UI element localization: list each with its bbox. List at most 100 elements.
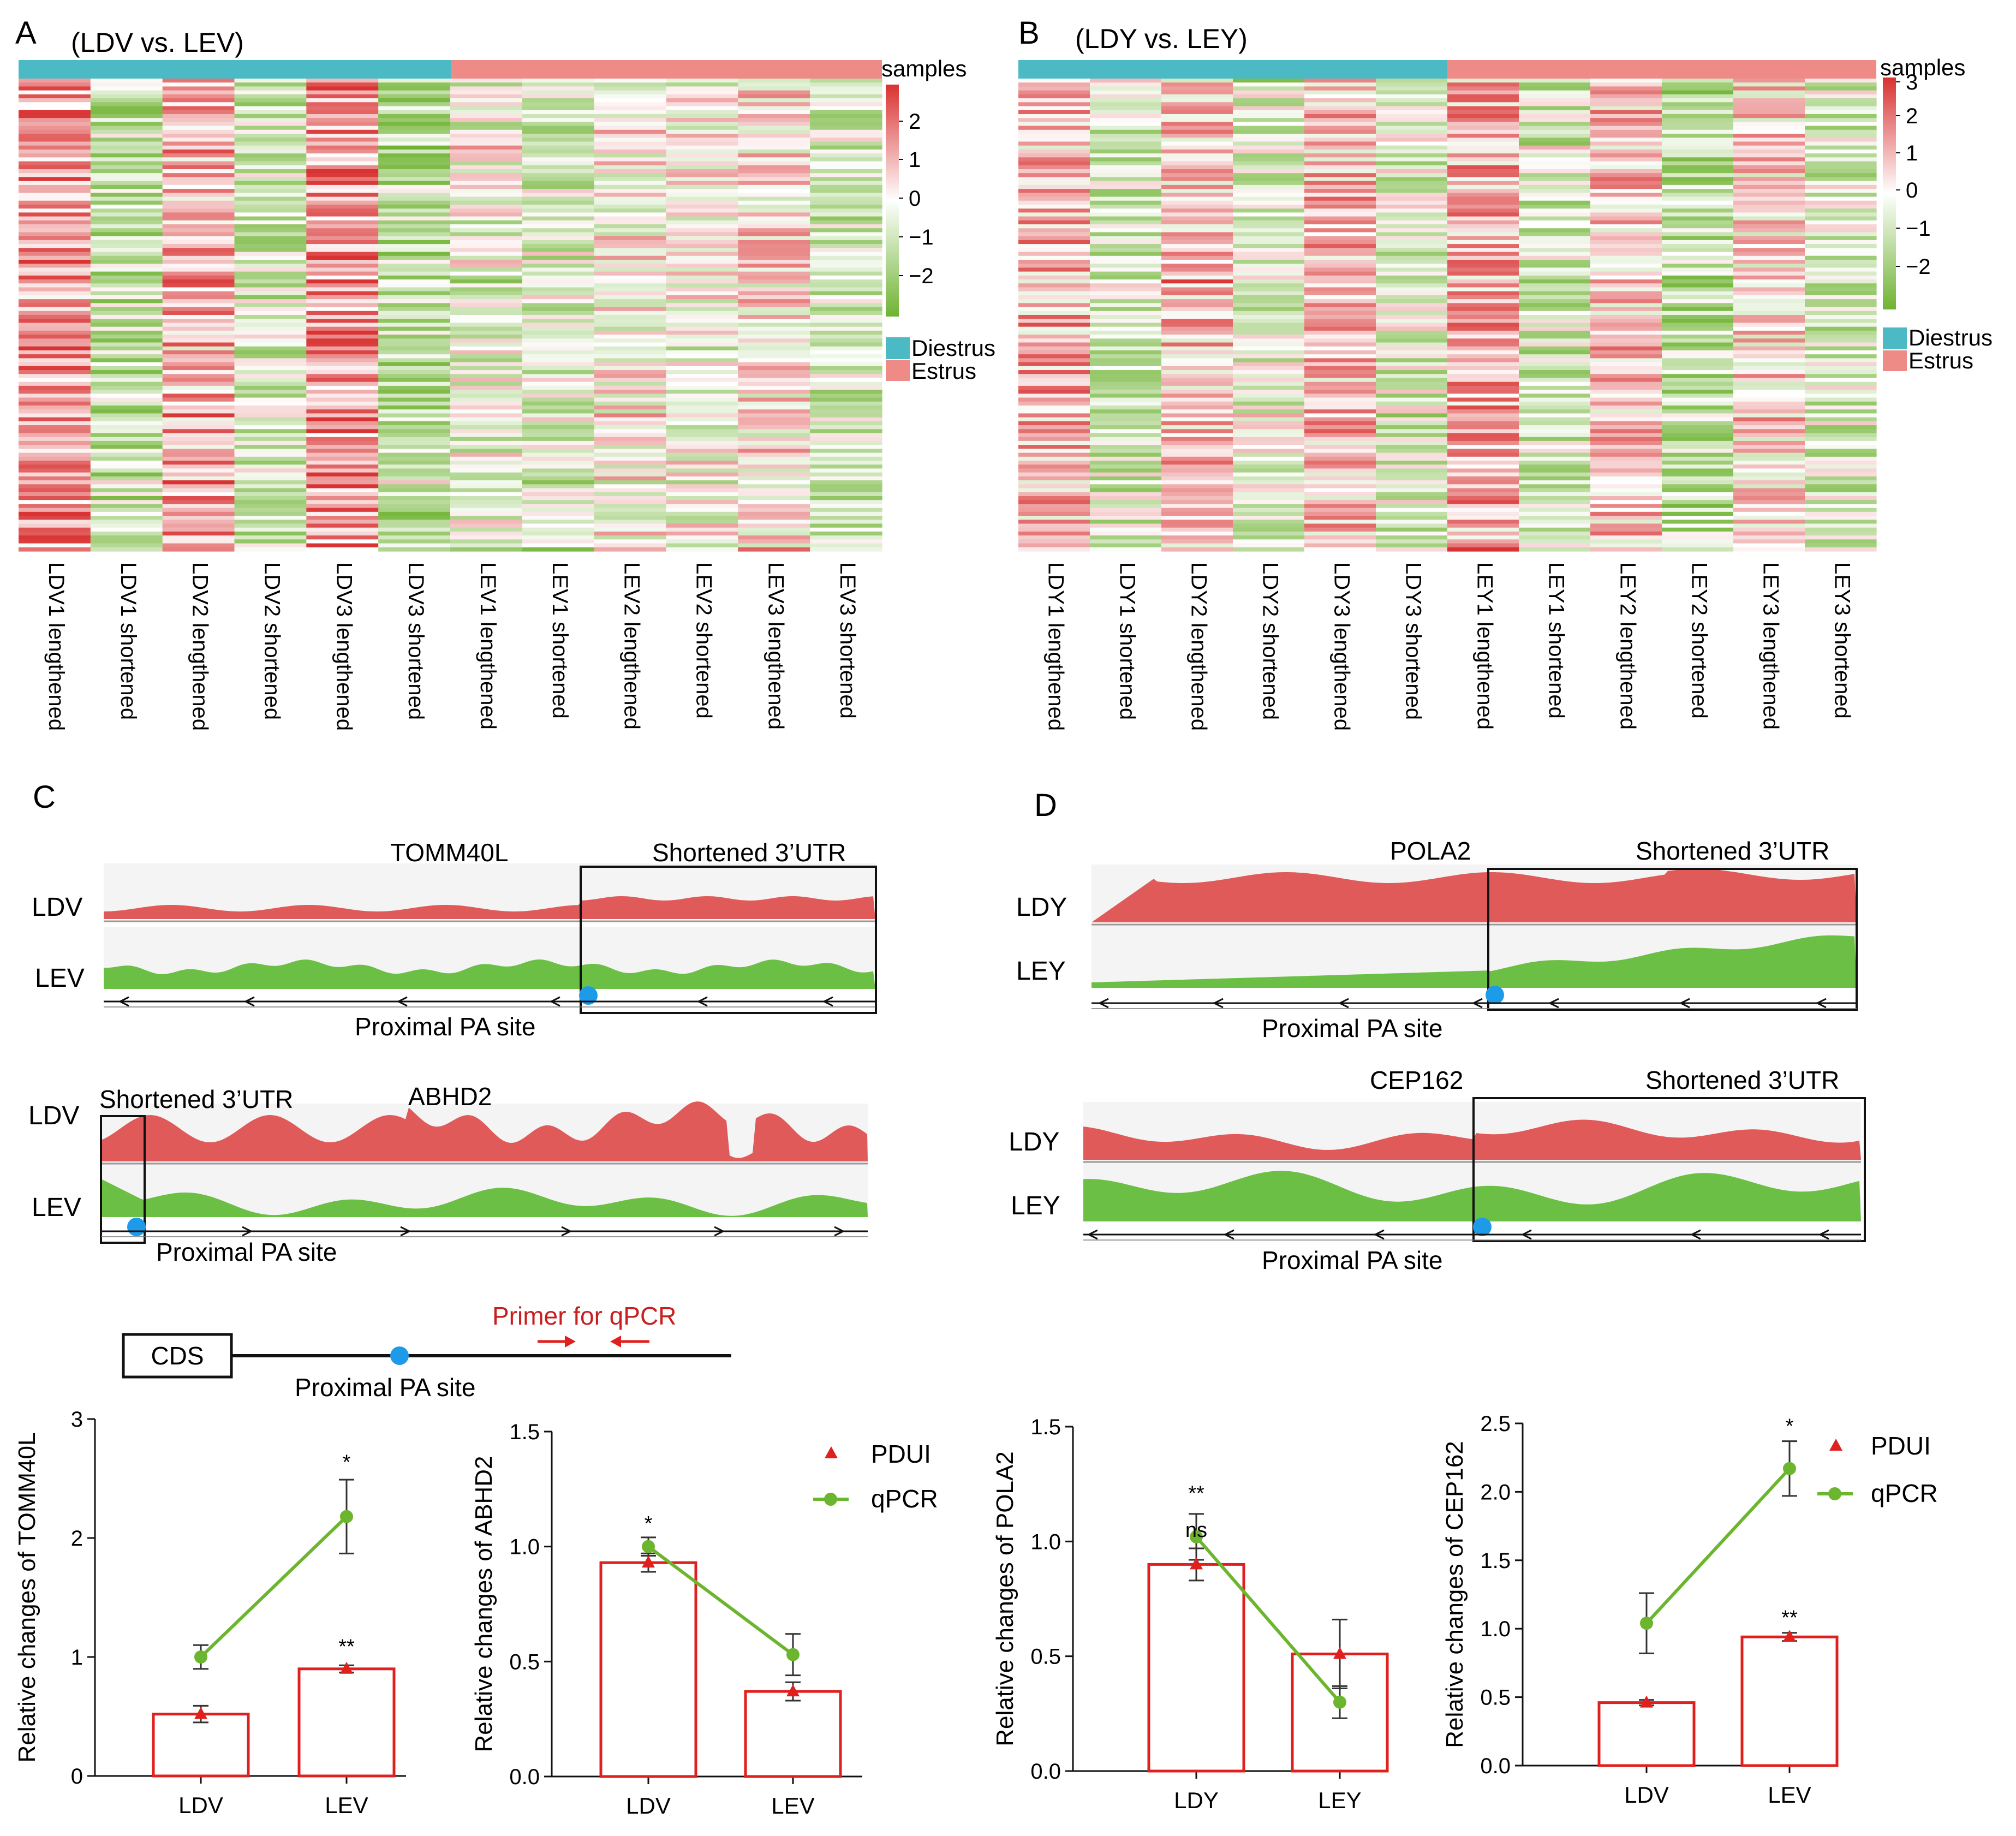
track-box-label-pola2: Shortened 3’UTR	[1636, 837, 1829, 865]
color-scale-bar-b	[1883, 78, 1896, 309]
scale-tick-label: −2	[909, 264, 934, 288]
track-label-ley: LEY	[1016, 957, 1066, 986]
pa-label-cep162: Proximal PA site	[1262, 1246, 1442, 1274]
legend-pdui-marker	[825, 1446, 838, 1458]
legend-qpcr-label-cep162: qPCR	[1871, 1479, 1938, 1507]
colLabelsB-6: LDY3 shortened	[1401, 562, 1425, 720]
qpcr-point-LEV	[340, 1510, 353, 1523]
heatmap-a	[19, 79, 882, 552]
legend-abhd2: PDUI qPCR	[813, 1440, 938, 1513]
heatA-col-9	[594, 79, 667, 552]
legend-swatch-diestrus	[886, 337, 910, 359]
y-axis-label: Relative changes of CEP162	[1441, 1441, 1468, 1748]
heatmap-b	[1018, 79, 1877, 552]
cds-box	[122, 1333, 233, 1379]
colLabelsA-2: LDV1 shortened	[116, 562, 140, 720]
heatB-col-6	[1376, 79, 1448, 552]
y-tick-label: 1.5	[1030, 1415, 1061, 1439]
colLabelsA-9: LEV2 lengthened	[620, 562, 644, 730]
utr-box-cep162	[1472, 1097, 1866, 1242]
y-axis-label: Relative changes of POLA2	[992, 1451, 1018, 1746]
track-box-label-cep162: Shortened 3’UTR	[1645, 1066, 1839, 1094]
track-box-label-tomm40l: Shortened 3’UTR	[652, 838, 846, 867]
scale-tick-label: −1	[1906, 217, 1931, 241]
scale-tick-label: −1	[909, 225, 934, 249]
forward-primer-arrow	[538, 1336, 576, 1348]
y-tick-label: 0.5	[509, 1650, 540, 1674]
y-tick-label: 1.5	[1480, 1549, 1511, 1573]
colLabelsB-11: LEY3 lengthened	[1759, 562, 1783, 730]
panel-letter-b: B	[1018, 15, 1040, 51]
pa-site-cep162	[1473, 1218, 1492, 1236]
track-label-ldy: LDY	[1016, 893, 1067, 922]
y-tick-label: 1.5	[509, 1420, 540, 1444]
x-tick-label: LDV	[178, 1792, 223, 1818]
panel-letter-a: A	[15, 15, 37, 51]
pdui-point-LEV	[786, 1684, 800, 1697]
colLabelsB-8: LEY1 shortened	[1544, 562, 1568, 719]
legend-estrus: Estrus	[911, 358, 976, 384]
bar-pdui-LDV	[599, 1561, 697, 1778]
significance-label: *	[1786, 1415, 1794, 1438]
heatB-col-11	[1733, 79, 1805, 552]
annotation-bar-estrus-b	[1447, 60, 1876, 79]
heatmap-b-column-labels: LDY1 lengthened LDY1 shortened LDY2 length…	[1044, 562, 1854, 731]
color-scale-a-ticks: 2 1 0 −1 −2	[899, 110, 934, 288]
track-gene-pola2: POLA2	[1390, 837, 1471, 865]
samples-label: samples	[881, 56, 967, 81]
pdui-point-LEY	[1333, 1647, 1346, 1659]
heatA-col-6	[378, 79, 451, 552]
y-tick-label: 3	[71, 1408, 83, 1432]
chart-cep162: 0.0 0.5 1.0 1.5 2.0 2.5 Relative changes of CE…	[1441, 1412, 1839, 1808]
scale-tick-label: −2	[1906, 255, 1931, 279]
significance-label: **	[1781, 1607, 1798, 1630]
x-tick-label: LEV	[325, 1792, 368, 1818]
legend-pdui-marker-cep162	[1829, 1439, 1842, 1451]
legend-swatch-estrus	[886, 360, 910, 381]
colLabelsB-2: LDY1 shortened	[1116, 562, 1140, 720]
coverage-cep162-top	[1083, 1119, 1861, 1160]
chart-pola2: 0.0 0.5 1.0 1.5 Relative changes of POLA2 LDY…	[992, 1415, 1389, 1813]
heatB-col-9	[1590, 79, 1662, 552]
panel-letter-c: C	[33, 779, 56, 815]
significance-label: **	[1188, 1482, 1204, 1505]
x-tick-label: LDY	[1174, 1787, 1219, 1813]
chart-abhd2: 0.0 0.5 1.0 1.5 Relative changes of ABHD2 LDV…	[470, 1420, 862, 1819]
qpcr-line	[647, 1545, 794, 1656]
coverage-abhd2-top	[101, 1101, 868, 1161]
x-tick-label: LEV	[1768, 1782, 1811, 1808]
coverage-tomm40l-top	[104, 896, 875, 919]
heatA-col-12	[810, 79, 882, 552]
track-cep162	[1083, 1097, 1866, 1242]
colLabelsA-7: LEV1 lengthened	[476, 562, 500, 730]
colLabelsA-4: LDV2 shortened	[260, 562, 284, 720]
y-axis-label: Relative changes of TOMM40L	[14, 1433, 40, 1763]
qpcr-point-LDY	[1190, 1530, 1203, 1543]
coverage-pola2-bottom	[1091, 935, 1857, 988]
reverse-primer-arrow	[610, 1336, 649, 1348]
color-scale-bar-a	[886, 85, 899, 317]
qpcr-line	[1195, 1535, 1341, 1703]
colLabelsA-12: LEV3 shortened	[836, 562, 860, 719]
track-tomm40l	[104, 863, 877, 1014]
coverage-cep162-bottom	[1083, 1171, 1861, 1221]
significance-label: ns	[1185, 1519, 1207, 1542]
schematic-pa-label: Proximal PA site	[295, 1373, 475, 1402]
significance-label: *	[645, 1512, 653, 1535]
track-label-ldv-abhd2: LDV	[28, 1101, 79, 1130]
colLabelsB-4: LDY2 shortened	[1258, 562, 1283, 720]
coverage-tomm40l-bottom	[104, 959, 875, 989]
track-gene-tomm40l: TOMM40L	[390, 838, 508, 867]
colLabelsA-1: LDV1 lengthened	[44, 562, 68, 731]
legend-pdui-label: PDUI	[871, 1440, 931, 1468]
track-label-lev: LEV	[35, 964, 85, 993]
heatA-col-3	[162, 79, 235, 552]
heatA-col-2	[90, 79, 163, 552]
y-tick-label: 0.0	[1480, 1754, 1511, 1778]
qpcr-point-LEY	[1333, 1695, 1346, 1709]
qpcr-point-LDV	[1640, 1617, 1653, 1630]
y-tick-label: 0.0	[1030, 1760, 1061, 1784]
y-tick-label: 2.0	[1480, 1480, 1511, 1504]
legend-qpcr-marker-cep162	[1828, 1487, 1841, 1500]
